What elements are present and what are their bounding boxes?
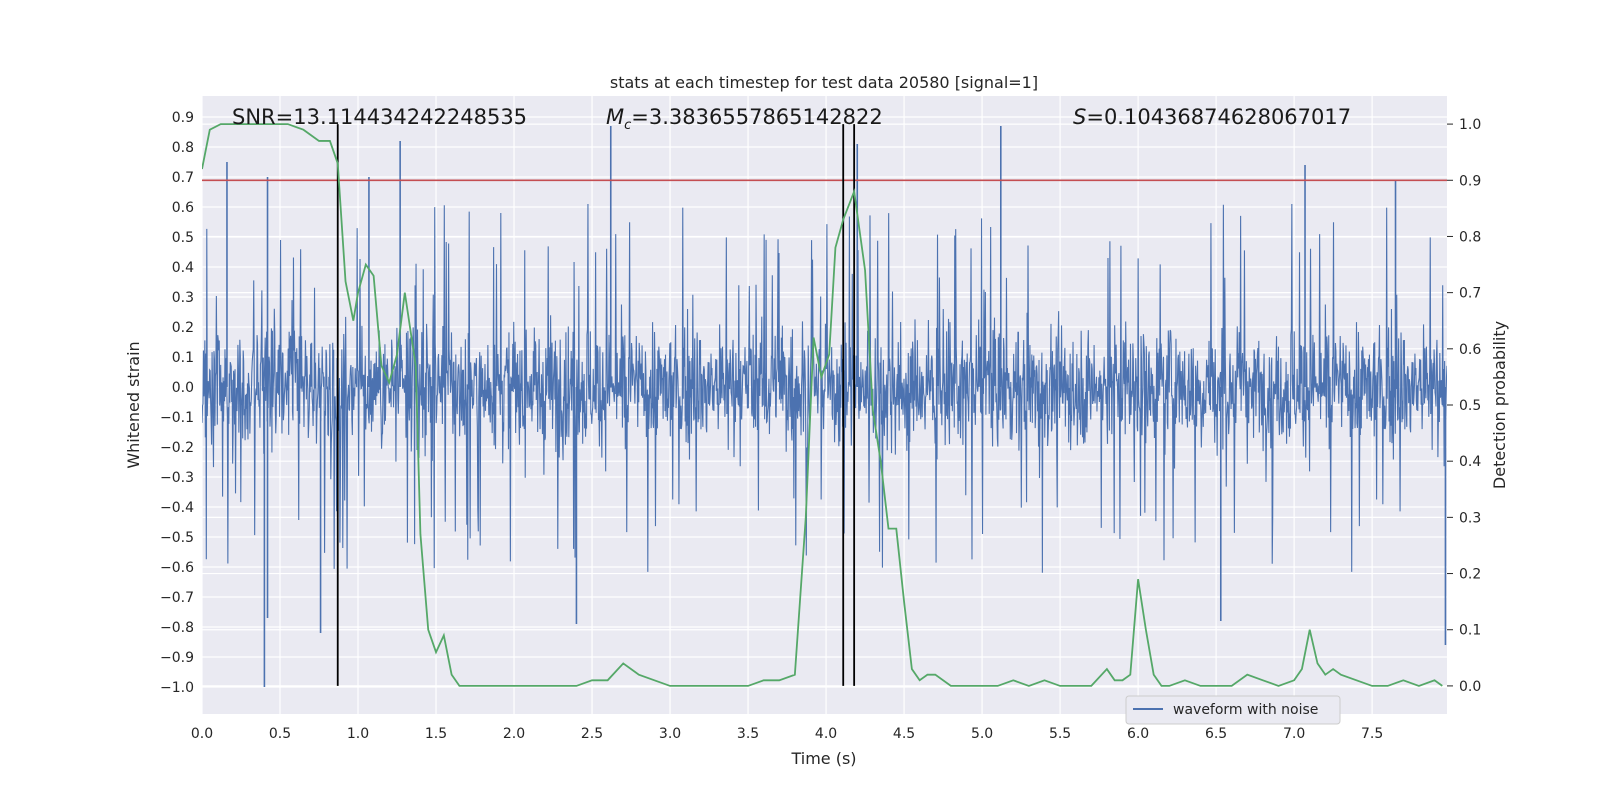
y-tick-label: 0.8 (172, 140, 194, 156)
chirp-mass-subscript: c (624, 118, 631, 133)
strain-line (202, 204, 1447, 573)
x-tick-label: 3.5 (737, 726, 759, 742)
y-tick-label: −0.9 (160, 650, 194, 666)
y-tick-label: −0.8 (160, 620, 194, 636)
x-tick-label: 1.0 (347, 726, 369, 742)
y-tick-label: −0.1 (160, 410, 194, 426)
x-tick-label: 0.0 (191, 726, 213, 742)
x-tick-label: 5.0 (971, 726, 993, 742)
y-tick-label: −0.6 (160, 560, 194, 576)
y2-tick-label: 0.2 (1459, 567, 1481, 583)
x-tick-label: 4.5 (893, 726, 915, 742)
chirp-mass-value: =3.3836557865142822 (631, 105, 882, 129)
y-tick-label: 0.6 (172, 200, 194, 216)
chart-title: stats at each timestep for test data 205… (610, 73, 1038, 92)
y2-tick-label: 0.8 (1459, 229, 1481, 245)
x-tick-label: 2.5 (581, 726, 603, 742)
s-symbol: S (1073, 105, 1086, 129)
s-value: =0.10436874628067017 (1086, 105, 1351, 129)
x-tick-label: 6.5 (1205, 726, 1227, 742)
y2-tick-label: 0.7 (1459, 286, 1481, 302)
axes: 0.0 0.5 1.0 1.5 2.0 2.5 3.0 3.5 4.0 4.5 5.0 5.5 6.0 6… (160, 110, 1481, 742)
s-annotation: S=0.10436874628067017 (1073, 105, 1351, 129)
x-tick-label: 2.0 (503, 726, 525, 742)
y-tick-label: −0.3 (160, 470, 194, 486)
y-tick-label: 0.2 (172, 320, 194, 336)
y2-tick-label: 0.1 (1459, 623, 1481, 639)
y2-tick-label: 0.4 (1459, 454, 1481, 470)
y-tick-label: 0.4 (172, 260, 194, 276)
y-tick-label: 0.9 (172, 110, 194, 126)
chirp-mass-annotation: Mc=3.3836557865142822 (606, 105, 883, 133)
legend-label-strain: waveform with noise (1173, 702, 1318, 718)
y2-tick-label: 0.0 (1459, 679, 1481, 695)
x-tick-label: 0.5 (269, 726, 291, 742)
x-tick-label: 4.0 (815, 726, 837, 742)
x-axis-label: Time (s) (790, 749, 856, 768)
y-tick-label: −0.5 (160, 530, 194, 546)
x-tick-label: 1.5 (425, 726, 447, 742)
y2-tick-label: 0.3 (1459, 510, 1481, 526)
y2-tick-label: 1.0 (1459, 117, 1481, 133)
y-tick-label: 0.3 (172, 290, 194, 306)
snr-annotation: SNR=13.114434242248535 (232, 105, 527, 129)
chirp-mass-symbol: M (606, 105, 624, 129)
x-tick-label: 6.0 (1127, 726, 1149, 742)
y-tick-label: −1.0 (160, 680, 194, 696)
y2-tick-label: 0.6 (1459, 342, 1481, 358)
x-tick-label: 7.0 (1283, 726, 1305, 742)
y-tick-label: −0.2 (160, 440, 194, 456)
legend: waveform with noise (1125, 695, 1341, 725)
y-tick-label: 0.5 (172, 230, 194, 246)
y2-tick-label: 0.9 (1459, 173, 1481, 189)
y-tick-label: −0.4 (160, 500, 194, 516)
x-tick-label: 5.5 (1049, 726, 1071, 742)
y-tick-label: 0.1 (172, 350, 194, 366)
y2-tick-label: 0.5 (1459, 398, 1481, 414)
y2-axis-label: Detection probability (1490, 321, 1509, 489)
legend-box (1125, 695, 1341, 725)
y-axis-label: Whitened strain (124, 341, 143, 468)
x-tick-label: 3.0 (659, 726, 681, 742)
strain-series (202, 126, 1447, 687)
y-tick-label: −0.7 (160, 590, 194, 606)
y-tick-label: 0.0 (172, 380, 194, 396)
probability-series (202, 123, 1443, 687)
x-tick-label: 7.5 (1361, 726, 1383, 742)
probability-line (202, 123, 1443, 687)
y-tick-label: 0.7 (172, 170, 194, 186)
